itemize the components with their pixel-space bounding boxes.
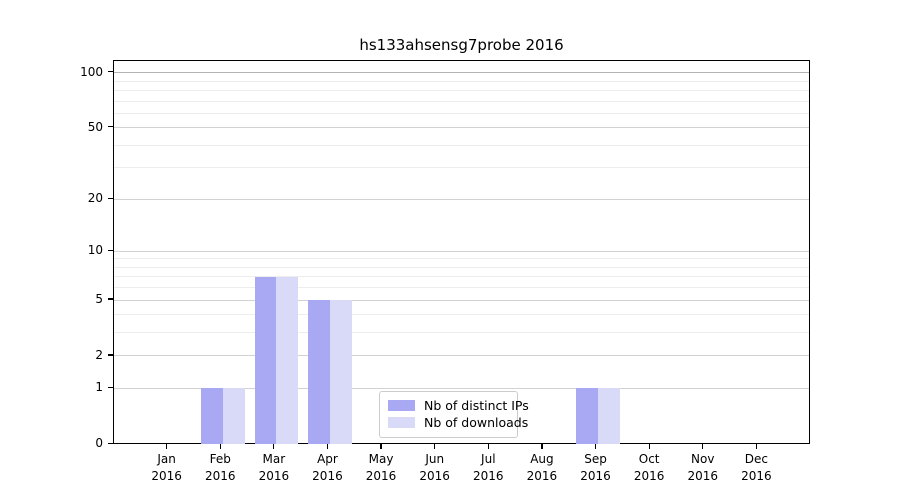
bar-distinct-ips — [576, 388, 599, 445]
plot-area: Nb of distinct IPs Nb of downloads — [113, 60, 810, 445]
x-tick — [326, 444, 329, 449]
gridline — [114, 100, 809, 102]
gridline — [114, 112, 809, 114]
x-tick — [541, 444, 543, 449]
gridline — [114, 266, 809, 268]
x-tick-label: Oct 2016 — [633, 452, 665, 483]
gridline — [114, 72, 809, 74]
y-tick — [108, 71, 113, 73]
gridline — [114, 299, 809, 301]
x-tick-label: Apr 2016 — [312, 452, 343, 483]
x-tick-label: Sep 2016 — [580, 452, 611, 483]
gridline — [114, 127, 809, 129]
gridline — [114, 258, 809, 260]
x-tick — [273, 444, 275, 449]
gridline — [114, 387, 809, 389]
y-tick-label: 10 — [87, 243, 103, 258]
legend-label-distinct-ips: Nb of distinct IPs — [424, 398, 529, 413]
legend: Nb of distinct IPs Nb of downloads — [379, 391, 529, 438]
gridline — [114, 355, 809, 357]
bar-distinct-ips — [201, 388, 223, 445]
x-tick — [487, 444, 489, 449]
chart-title: hs133ahsensg7probe 2016 — [359, 36, 564, 54]
y-tick — [108, 442, 113, 444]
bar-downloads — [222, 388, 245, 445]
x-tick — [219, 444, 221, 449]
x-tick-label: Mar 2016 — [258, 452, 290, 483]
y-tick — [108, 126, 113, 128]
y-tick — [108, 386, 113, 389]
x-tick — [380, 444, 382, 449]
gridline — [114, 198, 809, 200]
x-tick-label: Feb 2016 — [204, 452, 236, 483]
legend-swatch-downloads — [388, 417, 415, 428]
bar-downloads — [598, 388, 620, 445]
y-tick — [108, 354, 113, 356]
y-tick — [108, 197, 113, 199]
y-tick-label: 0 — [95, 436, 103, 451]
gridline — [114, 276, 809, 278]
x-tick-label: Dec 2016 — [741, 452, 772, 483]
bar-downloads — [330, 300, 352, 445]
y-tick-label: 5 — [95, 292, 103, 307]
gridline — [114, 250, 809, 252]
x-tick — [648, 444, 650, 449]
y-tick-label: 20 — [87, 191, 103, 206]
legend-row-downloads: Nb of downloads — [388, 414, 528, 431]
x-tick-label: Aug 2016 — [526, 452, 558, 483]
bar-downloads — [276, 276, 299, 445]
bar-distinct-ips — [254, 276, 277, 445]
y-tick — [108, 298, 113, 300]
gridline — [114, 167, 809, 169]
legend-label-downloads: Nb of downloads — [424, 415, 529, 430]
y-tick-label: 100 — [80, 64, 103, 79]
legend-row-distinct-ips: Nb of distinct IPs — [388, 397, 529, 414]
gridline — [114, 287, 809, 289]
legend-swatch-distinct-ips — [388, 400, 415, 411]
gridline — [114, 144, 809, 146]
x-tick-label: Jun 2016 — [419, 452, 450, 483]
x-tick — [594, 444, 597, 449]
x-tick — [755, 444, 758, 449]
y-tick-label: 50 — [87, 119, 103, 134]
gridline — [114, 89, 809, 91]
x-tick — [434, 444, 436, 449]
x-tick-label: Jan 2016 — [151, 452, 182, 483]
y-tick-label: 2 — [95, 347, 103, 362]
x-tick — [165, 444, 168, 449]
gridline — [114, 332, 809, 334]
x-tick-label: May 2016 — [365, 452, 397, 483]
y-tick — [108, 249, 113, 251]
y-tick-label: 1 — [95, 380, 103, 395]
x-tick — [702, 444, 704, 449]
gridline — [114, 314, 809, 316]
gridline — [114, 80, 809, 82]
x-tick-label: Jul 2016 — [473, 452, 504, 483]
x-tick-label: Nov 2016 — [687, 452, 719, 483]
bar-distinct-ips — [308, 300, 331, 445]
